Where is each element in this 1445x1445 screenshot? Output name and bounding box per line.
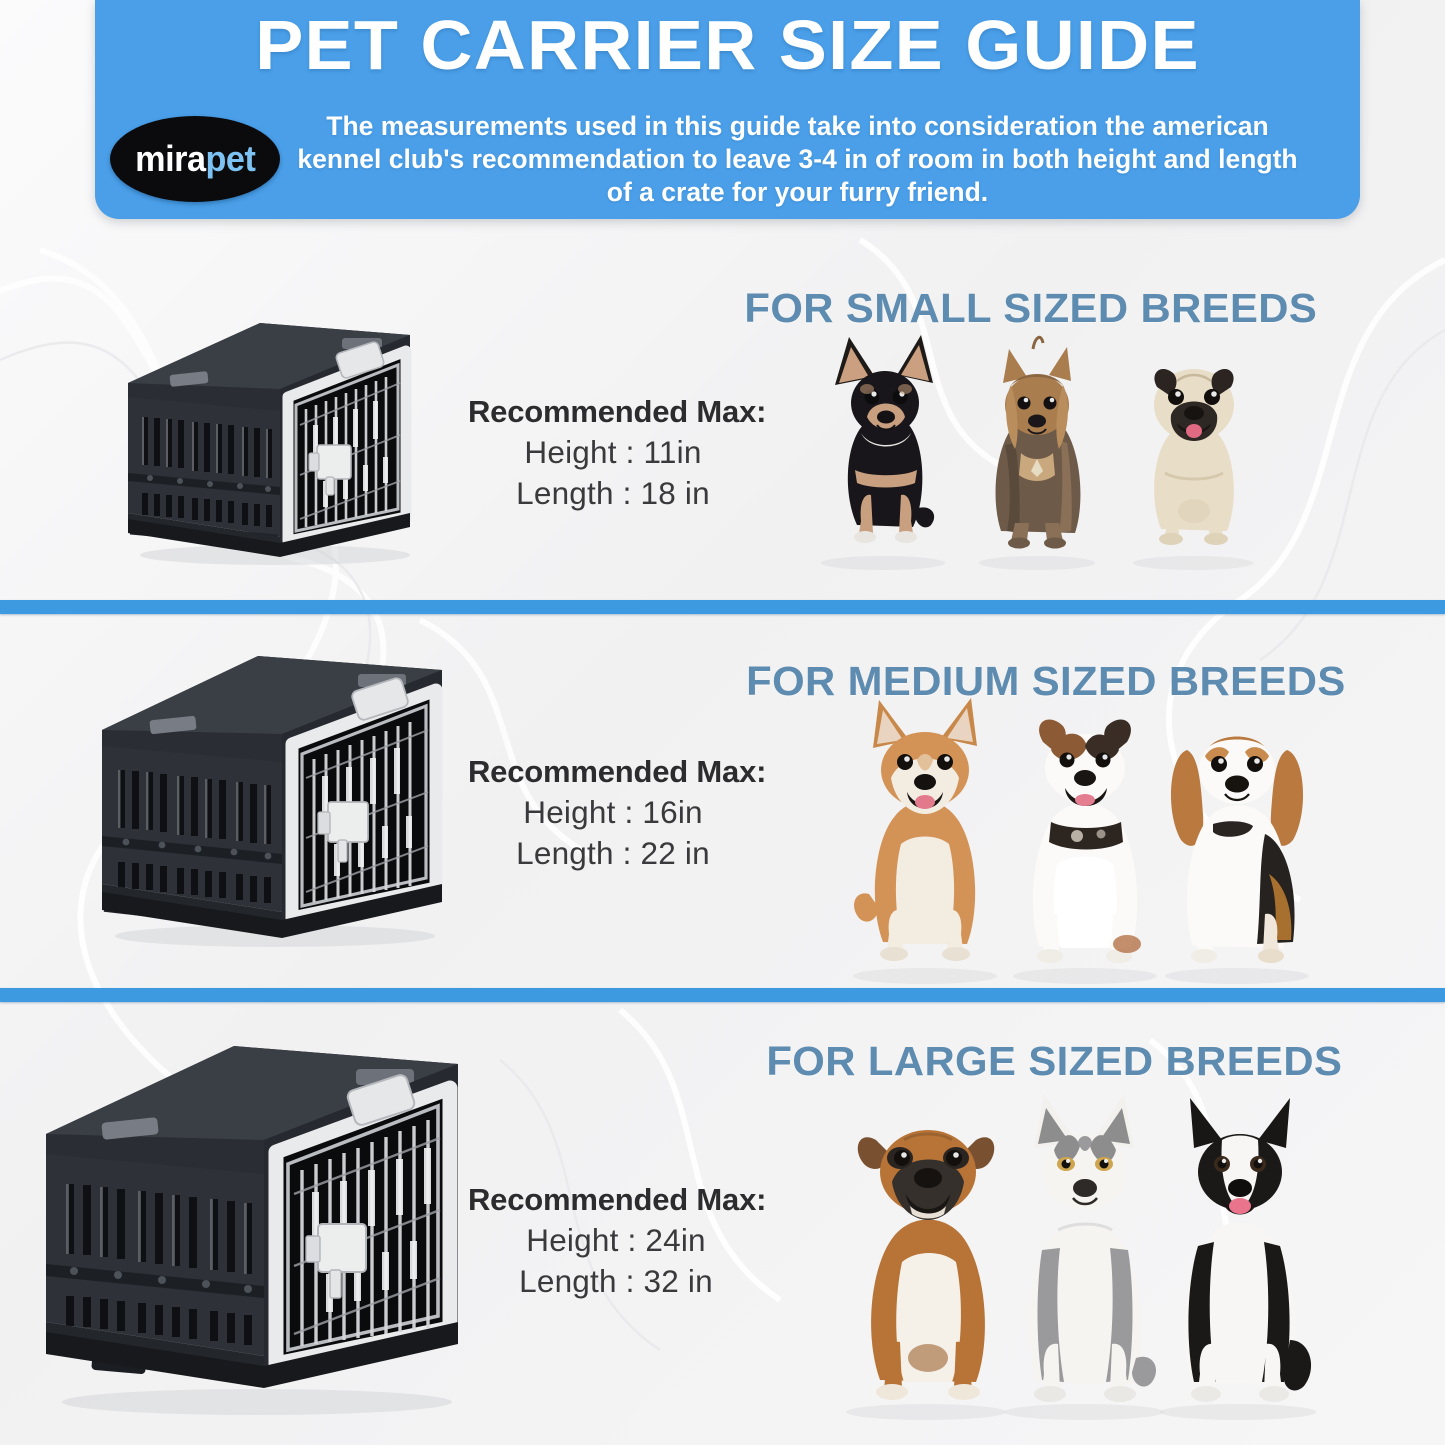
header-lower-row: mirapet The measurements used in this gu…: [95, 100, 1360, 218]
specs-large: Recommended Max: Height : 24in Length : …: [468, 1180, 767, 1302]
specs-medium: Recommended Max: Height : 16in Length : …: [468, 752, 767, 874]
spec-height-small: Height : 11in: [524, 434, 702, 470]
section-heading-large: FOR LARGE SIZED BREEDS: [766, 1038, 1343, 1084]
spec-height-large: Height : 24in: [526, 1222, 706, 1258]
section-heading-small: FOR SMALL SIZED BREEDS: [744, 285, 1318, 331]
dog-pug: [1133, 368, 1253, 570]
dog-chihuahua: [821, 335, 945, 570]
spec-title-small: Recommended Max:: [468, 394, 767, 429]
specs-small: Recommended Max: Height : 11in Length : …: [468, 392, 767, 514]
dog-border-collie: [1160, 1098, 1316, 1420]
logo-ellipse: mirapet: [110, 116, 280, 202]
dog-jack-russell-terrier: [1013, 719, 1157, 984]
spec-length-large: Length : 32 in: [519, 1263, 713, 1299]
pet-carrier-large: [46, 1046, 458, 1415]
spec-height-medium: Height : 16in: [523, 794, 703, 830]
logo-text: mirapet: [134, 138, 256, 179]
logo-text-mira: mira: [134, 138, 206, 179]
spec-length-medium: Length : 22 in: [516, 835, 710, 871]
brand-logo: mirapet: [95, 109, 295, 209]
dog-yorkshire-terrier: [979, 335, 1095, 570]
section-large: FOR LARGE SIZED BREEDS: [0, 1002, 1445, 1445]
header-panel: PET CARRIER SIZE GUIDE mirapet The measu…: [95, 0, 1360, 219]
header-subtitle: The measurements used in this guide take…: [297, 110, 1298, 207]
dog-group-large: [846, 1094, 1316, 1420]
section-divider-1: [0, 600, 1445, 614]
dog-corgi: [853, 698, 997, 984]
dog-group-small: [821, 335, 1253, 570]
section-heading-medium: FOR MEDIUM SIZED BREEDS: [746, 658, 1346, 704]
section-divider-2: [0, 988, 1445, 1002]
spec-title-large: Recommended Max:: [468, 1182, 767, 1217]
section-medium: FOR MEDIUM SIZED BREEDS: [0, 614, 1445, 988]
logo-text-pet: pet: [205, 138, 256, 179]
dog-boxer: [846, 1130, 1006, 1420]
dog-group-medium: [853, 698, 1309, 984]
pet-carrier-medium: [102, 656, 443, 947]
spec-title-medium: Recommended Max:: [468, 754, 767, 789]
spec-length-small: Length : 18 in: [516, 475, 710, 511]
dog-beagle: [1165, 736, 1309, 984]
section-small: FOR SMALL SIZED BREEDS: [0, 230, 1445, 600]
page-title: PET CARRIER SIZE GUIDE: [255, 6, 1200, 84]
dog-siberian-husky: [1004, 1094, 1164, 1420]
pet-carrier-small: [128, 323, 412, 565]
